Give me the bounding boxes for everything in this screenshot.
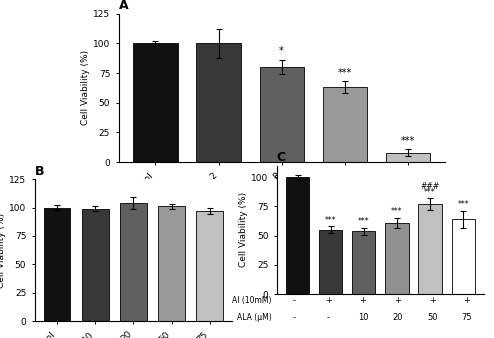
Bar xyxy=(319,230,342,294)
Text: +: + xyxy=(325,296,332,305)
Text: B: B xyxy=(35,165,44,178)
Bar xyxy=(385,223,409,294)
Text: +: + xyxy=(360,296,367,305)
Text: ALA (μM): ALA (μM) xyxy=(237,313,272,322)
Text: ***: *** xyxy=(424,188,436,197)
Text: ***: *** xyxy=(401,136,415,146)
Text: ***: *** xyxy=(325,216,336,224)
Bar xyxy=(352,231,375,294)
Bar xyxy=(259,67,304,162)
Text: ***: *** xyxy=(337,68,352,78)
Text: ***: *** xyxy=(457,200,469,210)
Y-axis label: Cell Viability (%): Cell Viability (%) xyxy=(0,213,6,288)
Text: -: - xyxy=(292,313,295,322)
Bar xyxy=(323,87,367,162)
Text: *: * xyxy=(279,46,284,56)
Bar xyxy=(120,203,147,321)
Y-axis label: Cell Viability (%): Cell Viability (%) xyxy=(81,50,90,125)
Text: 75: 75 xyxy=(461,313,472,322)
Bar xyxy=(133,43,177,162)
Text: 50: 50 xyxy=(427,313,438,322)
Bar xyxy=(197,43,241,162)
Text: C: C xyxy=(277,151,286,165)
Text: ***: *** xyxy=(391,208,403,216)
Bar xyxy=(386,153,430,162)
Text: (mM): (mM) xyxy=(443,198,466,207)
Bar xyxy=(158,207,185,321)
Text: ***: *** xyxy=(358,217,370,226)
Text: Al (10mM): Al (10mM) xyxy=(232,296,272,305)
Bar xyxy=(452,219,475,294)
Bar xyxy=(43,208,70,321)
Bar xyxy=(418,204,442,294)
Text: 20: 20 xyxy=(392,313,403,322)
Text: -: - xyxy=(327,313,330,322)
Text: -: - xyxy=(292,296,295,305)
Bar xyxy=(197,211,223,321)
Bar xyxy=(286,177,309,294)
Y-axis label: Cell Viability (%): Cell Viability (%) xyxy=(239,192,248,267)
Text: +: + xyxy=(429,296,436,305)
Text: A: A xyxy=(119,0,128,13)
Text: +: + xyxy=(394,296,401,305)
Text: 10: 10 xyxy=(358,313,369,322)
Bar xyxy=(82,209,109,321)
Text: ###: ### xyxy=(420,182,440,191)
Text: +: + xyxy=(463,296,470,305)
